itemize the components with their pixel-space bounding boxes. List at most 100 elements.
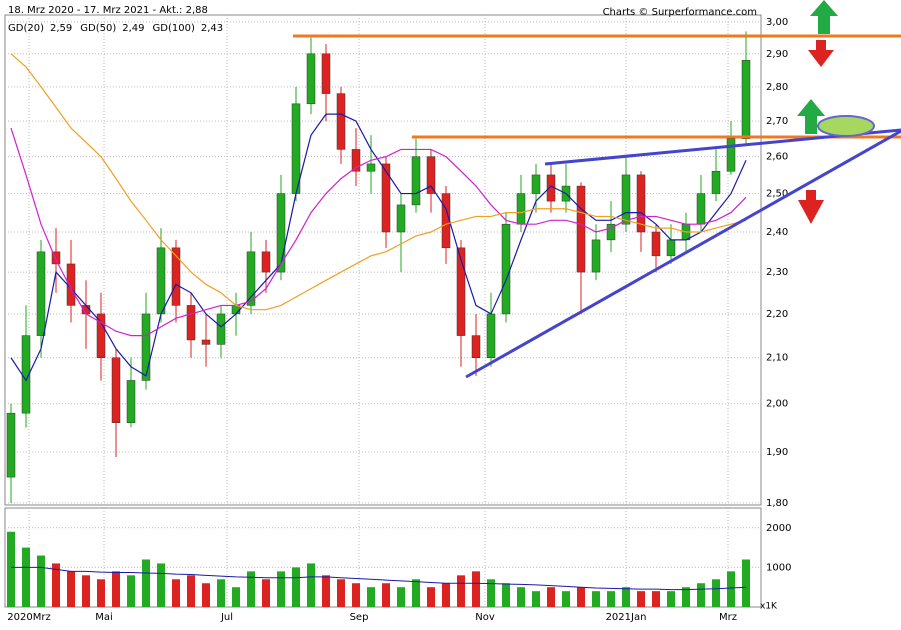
volume-bar — [442, 583, 450, 607]
legend-value: 2,43 — [201, 23, 223, 34]
y-tick-label: 2,50 — [766, 189, 788, 200]
volume-bar — [172, 579, 180, 607]
candle-body — [216, 313, 226, 345]
volume-bar — [727, 571, 735, 607]
highlight-ellipse — [817, 115, 875, 137]
candle-body — [96, 313, 106, 358]
y-tick-label: 1,90 — [766, 447, 788, 458]
candle-body — [531, 174, 541, 194]
candle-body — [36, 251, 46, 336]
volume-bar — [337, 579, 345, 607]
volume-bar — [37, 555, 45, 607]
y-tick-label: 1,80 — [766, 498, 788, 509]
volume-bar — [382, 583, 390, 607]
volume-bar — [397, 587, 405, 607]
candle-body — [606, 223, 616, 241]
y-tick-label: 3,00 — [766, 17, 788, 28]
y-tick-label: 2,70 — [766, 116, 788, 127]
volume-bar — [217, 579, 225, 607]
volume-bar — [187, 575, 195, 607]
volume-bar — [127, 575, 135, 607]
candle-body — [426, 156, 436, 194]
volume-bar — [367, 587, 375, 607]
candle-body — [291, 103, 301, 194]
y-tick-label: 2,20 — [766, 309, 788, 320]
candle-body — [636, 174, 646, 233]
x-tick-label: Nov — [475, 612, 495, 623]
volume-bar — [322, 575, 330, 607]
x-tick-label: 2021Jan — [606, 612, 647, 623]
chart-title: 18. Mrz 2020 - 17. Mrz 2021 - Akt.: 2,88 — [8, 5, 208, 16]
volume-average — [11, 566, 747, 591]
volume-bar — [682, 587, 690, 607]
down-arrow — [798, 190, 824, 224]
volume-bar — [292, 567, 300, 607]
legend-label: GD(50) — [80, 23, 116, 34]
y-tick-label: 2,60 — [766, 152, 788, 163]
candle-body — [186, 305, 196, 341]
volume-bar — [637, 591, 645, 607]
candle-body — [576, 185, 586, 273]
candle-body — [741, 60, 751, 139]
volume-bar — [592, 591, 600, 607]
candle-body — [726, 138, 736, 172]
candle-body — [51, 251, 61, 265]
candle-body — [621, 174, 631, 225]
legend-value: 2,59 — [50, 23, 72, 34]
x-tick-label: 2020Mrz — [7, 612, 50, 623]
up-arrow — [797, 99, 825, 134]
volume-bar — [112, 571, 120, 607]
candle-body — [321, 53, 331, 94]
volume-bar — [742, 559, 750, 607]
source: Charts © Surperformance.com — [603, 7, 757, 18]
down-arrow — [808, 40, 834, 67]
volume-bar — [52, 563, 60, 607]
candle-body — [591, 239, 601, 273]
candle-body — [486, 313, 496, 358]
up-arrow — [810, 0, 838, 34]
candle-body — [441, 193, 451, 249]
candle-body — [351, 149, 361, 172]
y-tick-label: 2,90 — [766, 49, 788, 60]
x-tick-label: Mrz — [719, 612, 737, 623]
volume-bar — [622, 587, 630, 607]
unit-label: x1K — [760, 602, 778, 612]
volume-bar — [97, 579, 105, 607]
volume-bar — [652, 591, 660, 607]
y-tick-label: 1000 — [766, 562, 791, 573]
candle-body — [666, 239, 676, 257]
volume-bar — [472, 571, 480, 607]
volume-bar — [697, 583, 705, 607]
candle-body — [276, 193, 286, 273]
volume-bar — [82, 575, 90, 607]
legend-value: 2,49 — [122, 23, 144, 34]
x-tick-label: Sep — [350, 612, 369, 623]
volume-bar — [562, 591, 570, 607]
candle-body — [111, 357, 121, 423]
volume-bar — [532, 591, 540, 607]
volume-bar — [277, 571, 285, 607]
volume-bar — [157, 563, 165, 607]
volume-bar — [712, 579, 720, 607]
x-tick-label: Mai — [95, 612, 113, 623]
volume-bar — [202, 583, 210, 607]
y-tick-label: 2,40 — [766, 227, 788, 238]
trend-line — [465, 129, 901, 379]
candle-body — [201, 339, 211, 345]
volume-bar — [517, 587, 525, 607]
ma-line — [10, 53, 747, 311]
volume-bar — [547, 587, 555, 607]
volume-bar — [232, 587, 240, 607]
candle-body — [126, 380, 136, 423]
y-tick-label: 2,00 — [766, 399, 788, 410]
volume-bar — [427, 587, 435, 607]
price-panel — [4, 14, 762, 506]
volume-bar — [412, 579, 420, 607]
candle-body — [651, 231, 661, 257]
volume-bar — [667, 591, 675, 607]
candle-body — [471, 335, 481, 358]
ma-line — [10, 127, 747, 337]
candle-body — [261, 251, 271, 273]
candle-body — [381, 163, 391, 233]
volume-bar — [607, 591, 615, 607]
